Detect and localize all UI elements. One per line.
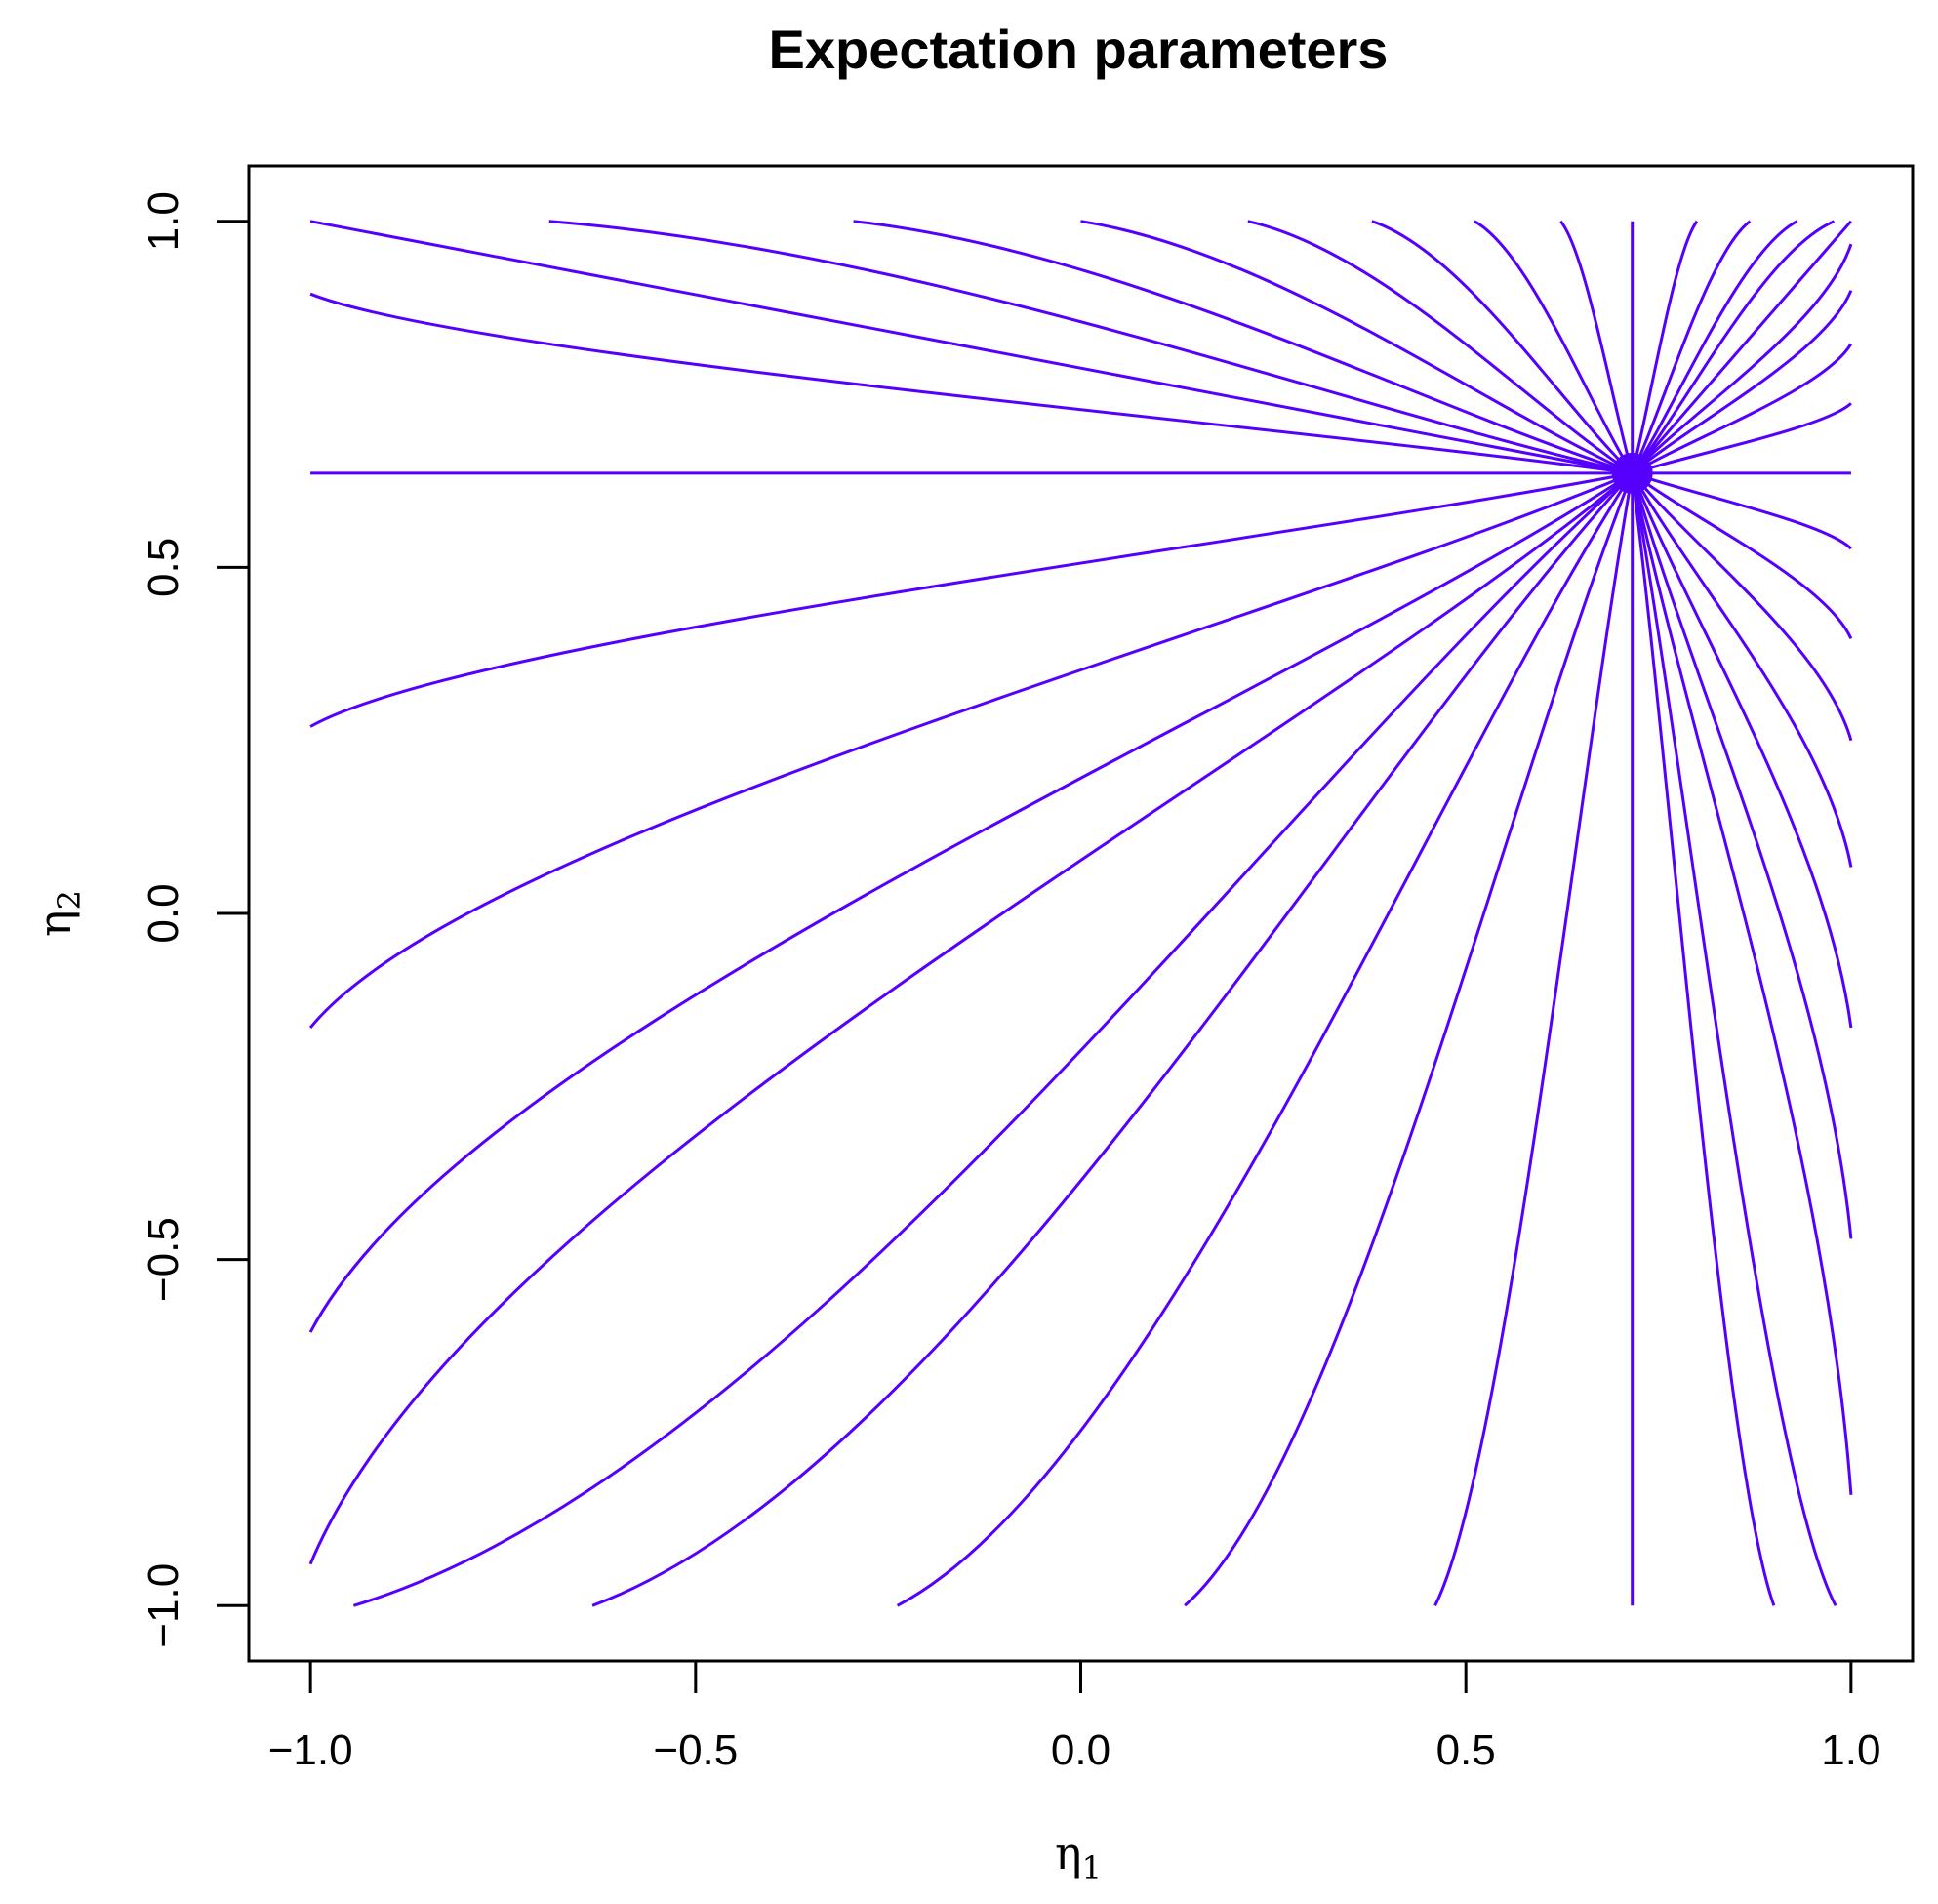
curve-21: [1631, 471, 1853, 742]
curve-19: [1632, 471, 1852, 550]
curve-10: [1631, 220, 1752, 474]
curve-14: [1631, 243, 1853, 474]
y-axis: −1.0 −0.5 0.0 0.5 1.0: [140, 191, 251, 1648]
curve-20: [1631, 471, 1853, 640]
y-tick-label: 0.5: [140, 538, 187, 597]
y-tick-label: 1.0: [140, 191, 187, 251]
curve-35: [308, 471, 1634, 1333]
y-axis-label: η2: [28, 890, 88, 937]
curve-15: [1631, 290, 1853, 475]
curve-30: [1184, 472, 1635, 1607]
plot-frame: [247, 164, 1915, 1663]
x-tick-label: 1.0: [1821, 1726, 1880, 1774]
curve-32: [591, 471, 1634, 1607]
curve-24: [1631, 472, 1853, 1239]
x-tick-label: 0.5: [1436, 1726, 1496, 1774]
curve-34: [308, 471, 1634, 1565]
curve-37: [309, 471, 1633, 728]
curve-39: [309, 292, 1633, 475]
y-tick-label: 0.0: [140, 883, 187, 943]
curve-31: [896, 472, 1634, 1607]
center-point-group: [1611, 452, 1653, 494]
curve-16: [1631, 343, 1853, 475]
curve-25: [1631, 472, 1853, 1495]
curve-36: [308, 471, 1634, 1029]
curve-26: [1631, 472, 1837, 1606]
x-axis-label: η1: [1055, 1827, 1102, 1886]
curve-0: [309, 220, 1633, 475]
y-tick-label: −0.5: [140, 1217, 187, 1302]
curve-2: [853, 220, 1634, 475]
curve-7: [1559, 220, 1635, 474]
curve-29: [1433, 472, 1635, 1606]
curve-22: [1631, 472, 1853, 868]
curve-17: [1632, 402, 1852, 475]
y-tick-label: −1.0: [140, 1563, 187, 1648]
x-axis: −1.0 −0.5 0.0 0.5 1.0: [268, 1659, 1880, 1774]
curve-33: [352, 471, 1634, 1607]
curve-1: [548, 220, 1634, 475]
curve-5: [1371, 220, 1634, 474]
curve-27: [1631, 472, 1776, 1606]
curve-4: [1247, 220, 1634, 475]
x-tick-label: 0.0: [1051, 1726, 1110, 1774]
curve-23: [1631, 472, 1853, 1029]
curve-12: [1631, 220, 1836, 474]
curve-11: [1631, 220, 1798, 474]
x-tick-label: −0.5: [653, 1726, 738, 1774]
curve-13: [1631, 220, 1853, 474]
curve-3: [1080, 220, 1634, 475]
x-tick-label: −1.0: [268, 1726, 353, 1774]
curve-9: [1631, 220, 1699, 474]
curve-group: [308, 220, 1853, 1607]
curve-6: [1474, 220, 1634, 474]
chart-title: Expectation parameters: [769, 19, 1389, 80]
center-point: [1611, 452, 1653, 494]
